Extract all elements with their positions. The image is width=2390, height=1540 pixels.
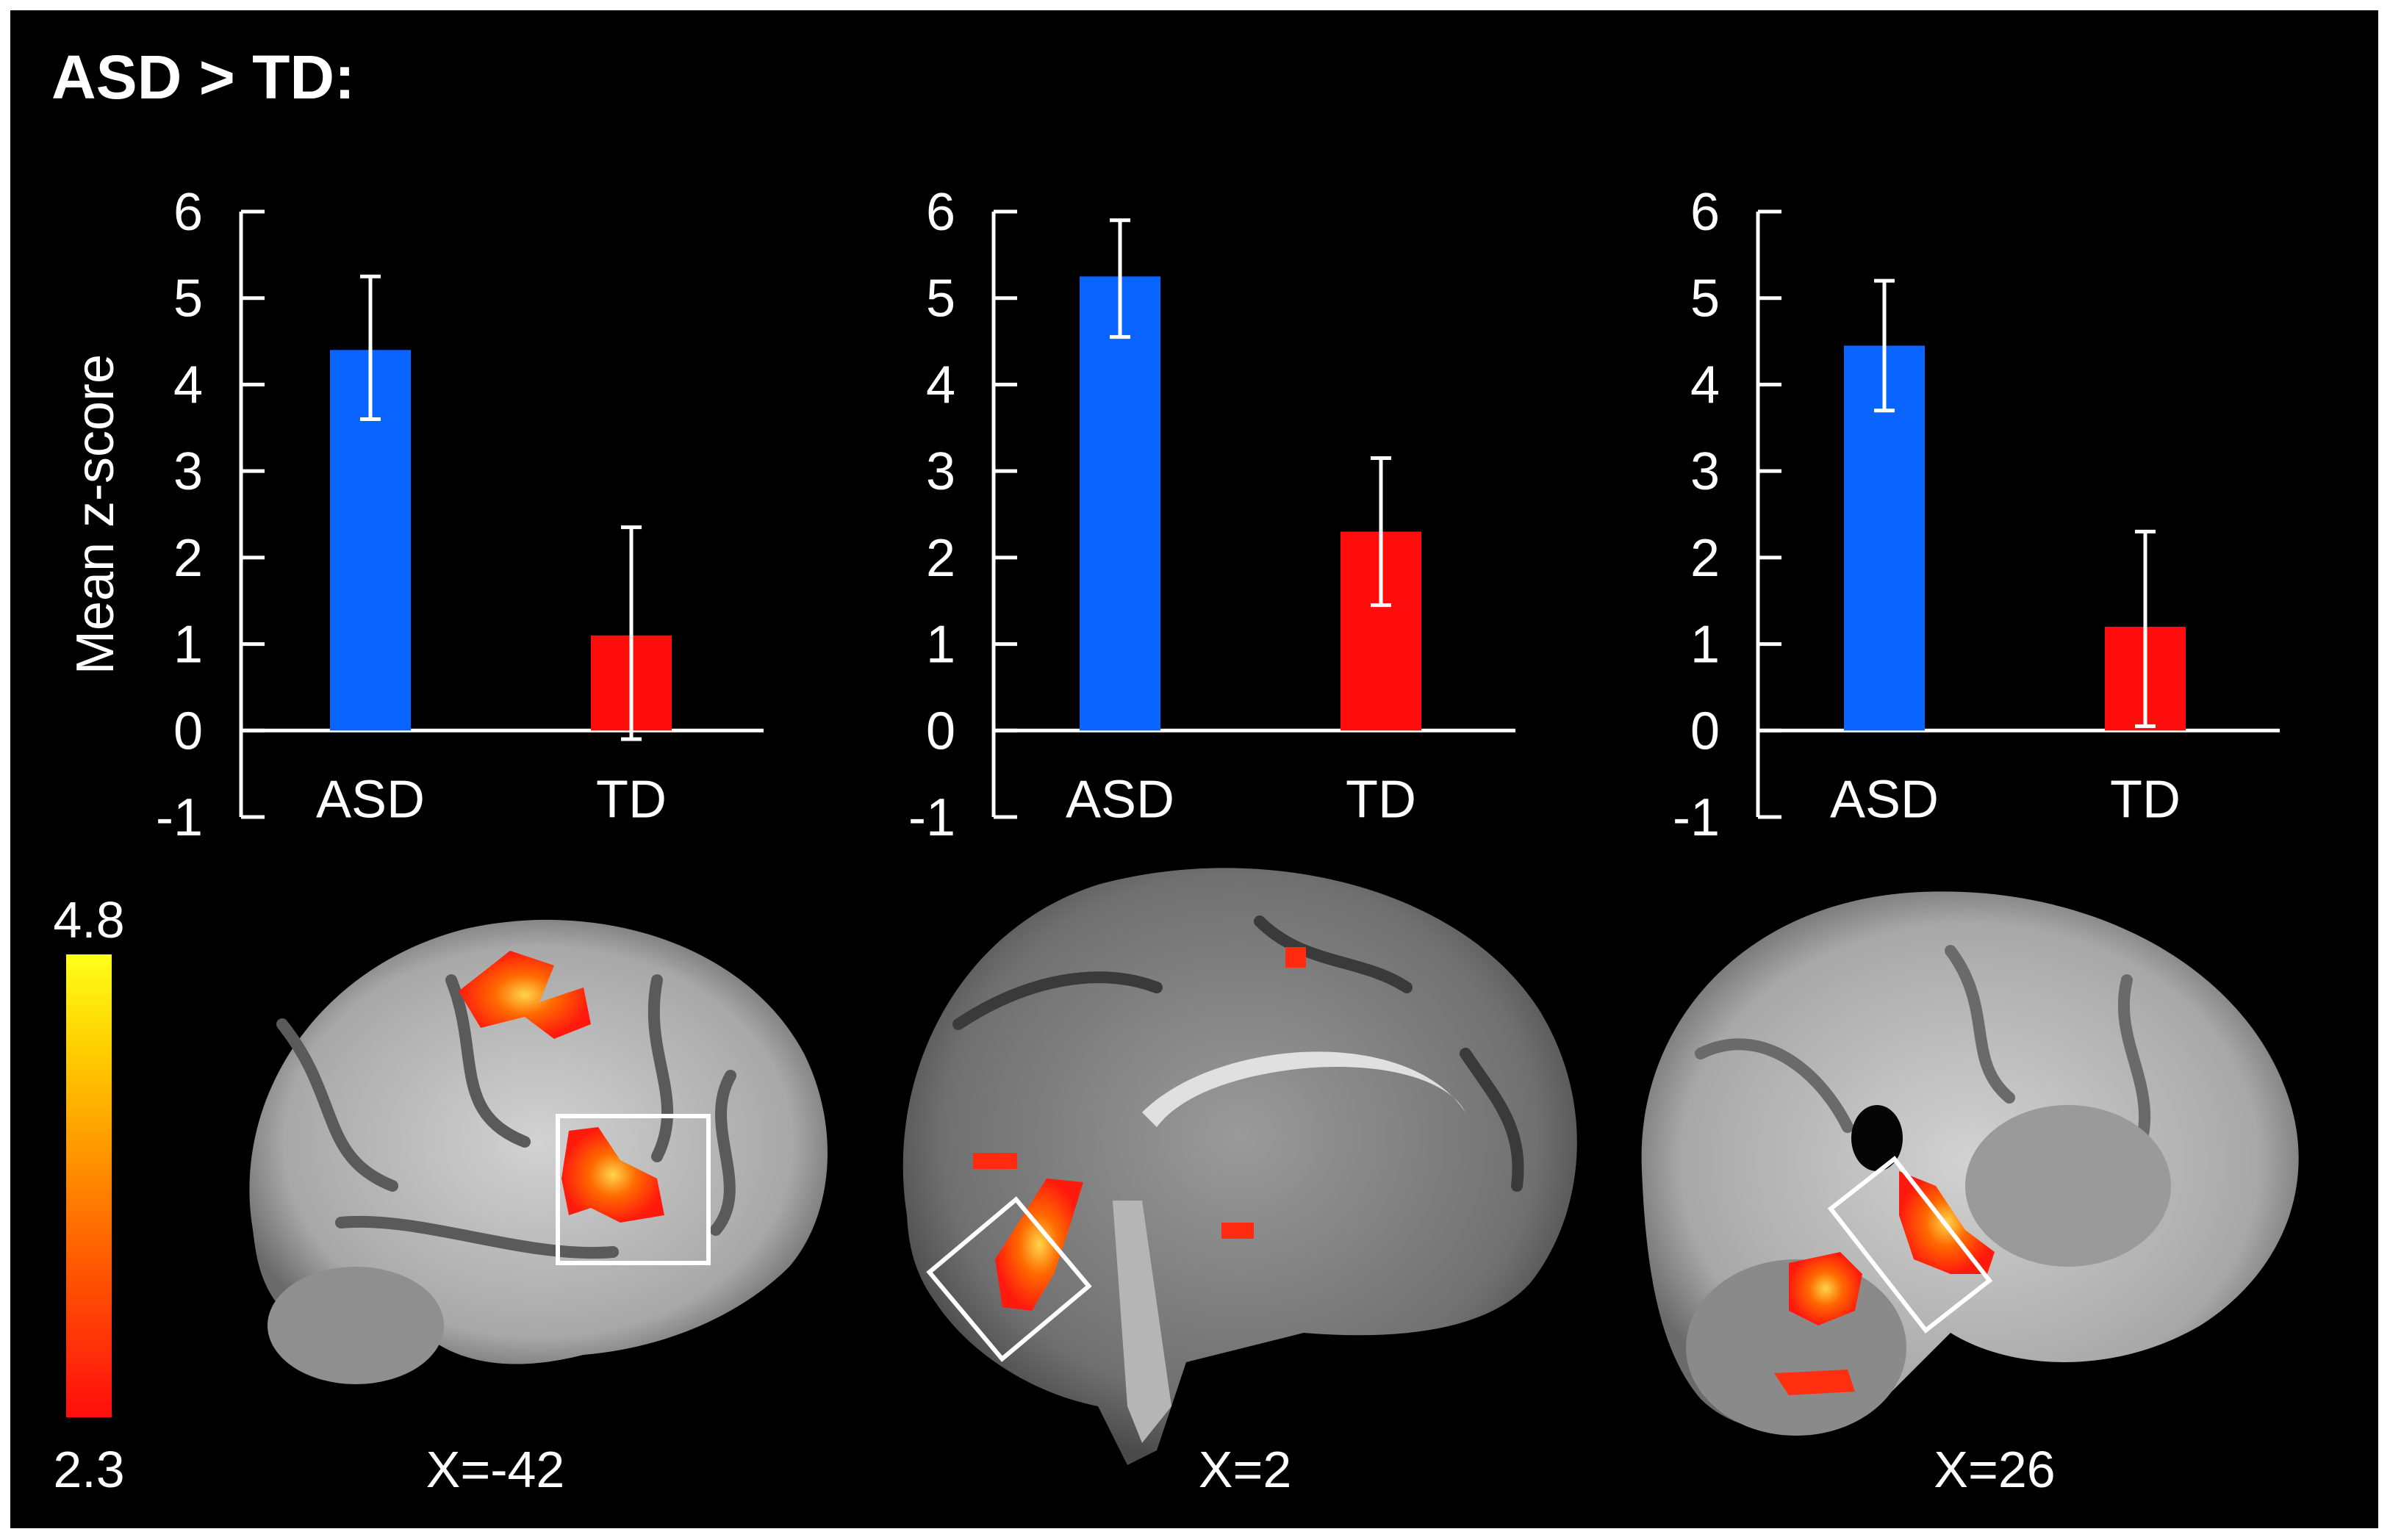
colorbar <box>66 954 112 1417</box>
bar-chart-left: -1 0 1 2 3 4 5 6 Mean z-score ASD TD <box>66 183 764 847</box>
y-tick-label: 0 <box>926 702 955 760</box>
sulci <box>1695 945 2151 1148</box>
bar-asd <box>1080 276 1160 731</box>
category-label: TD <box>2110 770 2181 829</box>
y-axis-label: Mean z-score <box>66 354 125 674</box>
y-tick-label: 5 <box>173 270 203 328</box>
figure-canvas: ASD > TD: -1 0 1 2 3 4 5 6 Mean z-score ASD TD -1 0… <box>51 43 2299 1498</box>
y-tick-label: 5 <box>1690 270 1720 328</box>
category-label: ASD <box>316 770 425 829</box>
y-tick-label: 1 <box>926 616 955 674</box>
slice-label: X=26 <box>1934 1441 2055 1498</box>
y-tick-label: 2 <box>1690 529 1720 588</box>
y-tick-label: -1 <box>1673 788 1720 847</box>
roi-box <box>926 1196 1092 1362</box>
corpus-callosum <box>1142 1051 1465 1127</box>
figure-panel: ASD > TD: -1 0 1 2 3 4 5 6 Mean z-score ASD TD -1 0… <box>10 10 2378 1528</box>
brain-slice-middle: X=2 <box>902 868 1577 1498</box>
brain-slice-left: X=-42 <box>249 919 828 1498</box>
y-tick-label: 6 <box>926 183 955 242</box>
y-tick-label: 3 <box>173 442 203 501</box>
bar-chart-middle: -1 0 1 2 3 4 5 6 ASD TD <box>908 183 1515 847</box>
y-tick-label: 1 <box>1690 616 1720 674</box>
y-tick-label: 1 <box>173 616 203 674</box>
category-label: ASD <box>1830 770 1939 829</box>
y-tick-label: 4 <box>173 356 203 414</box>
activation-cluster <box>1789 1252 1862 1325</box>
slice-label: X=2 <box>1199 1441 1292 1498</box>
activation-cluster <box>995 1179 1083 1311</box>
figure-title: ASD > TD: <box>51 43 355 112</box>
brain-slice-right: X=26 <box>1641 891 2299 1498</box>
roi-box <box>1827 1156 1993 1334</box>
slice-label: X=-42 <box>426 1441 565 1498</box>
brainstem <box>1113 1201 1171 1443</box>
activation-cluster <box>1774 1370 1855 1395</box>
activation-cluster <box>459 951 591 1039</box>
y-tick-label: 6 <box>1690 183 1720 242</box>
y-tick-label: 3 <box>1690 442 1720 501</box>
ventricle <box>1851 1105 1903 1171</box>
y-tick-label: 0 <box>173 702 203 760</box>
sulci <box>276 974 736 1259</box>
activation-cluster <box>973 1153 1017 1169</box>
activation-cluster <box>561 1127 664 1223</box>
y-tick-label: 3 <box>926 442 955 501</box>
y-tick-label: 4 <box>1690 356 1720 414</box>
colorbar-max-label: 4.8 <box>53 891 124 949</box>
y-tick-label: -1 <box>908 788 955 847</box>
bar-chart-right: -1 0 1 2 3 4 5 6 ASD TD <box>1673 183 2280 847</box>
y-tick-label: 6 <box>173 183 203 242</box>
y-tick-label: 4 <box>926 356 955 414</box>
y-tick-label: 0 <box>1690 702 1720 760</box>
y-tick-label: 2 <box>173 529 203 588</box>
category-label: TD <box>1346 770 1416 829</box>
cerebellum <box>268 1267 444 1384</box>
brain-outline <box>249 919 828 1364</box>
activation-cluster <box>1285 947 1306 968</box>
activation-cluster <box>1221 1223 1254 1239</box>
y-tick-label: -1 <box>156 788 203 847</box>
roi-box <box>556 1114 711 1265</box>
colorbar-min-label: 2.3 <box>53 1441 124 1498</box>
sulci <box>952 915 1524 1192</box>
y-tick-label: 5 <box>926 270 955 328</box>
basal-ganglia <box>1965 1105 2171 1267</box>
brain-outline <box>902 868 1577 1465</box>
category-label: TD <box>596 770 667 829</box>
category-label: ASD <box>1066 770 1174 829</box>
y-tick-label: 2 <box>926 529 955 588</box>
